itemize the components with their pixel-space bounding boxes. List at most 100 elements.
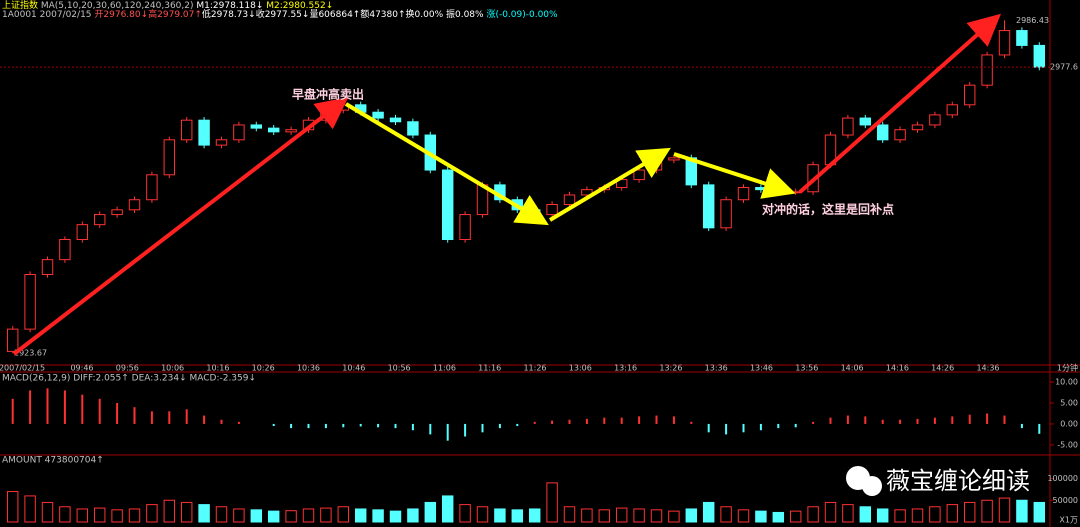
header-segment: 开2976.80↓: [92, 9, 149, 20]
volume-bar: [372, 509, 384, 523]
volume-bar: [59, 506, 71, 523]
candle-body: [267, 127, 280, 133]
candle-body: [946, 104, 959, 116]
x-tick-label: 10:06: [161, 364, 184, 373]
volume-bar: [615, 507, 628, 523]
header-segment: MA(5,10,20,30,60,120,240,360,2): [38, 1, 194, 11]
y-tick-label: 100000: [1047, 474, 1078, 483]
header-segment: 额47380↑: [360, 8, 405, 20]
period-label: 1分钟: [1057, 363, 1078, 373]
volume-bar: [807, 506, 819, 523]
x-tick-label: 13:26: [659, 364, 682, 373]
candle-body: [876, 124, 889, 141]
candle-body: [180, 119, 193, 141]
annotation: 早盘冲高卖出: [292, 87, 364, 102]
volume-bar: [720, 506, 732, 523]
volume-bar: [859, 506, 872, 523]
last-price-label: 2977.6: [1050, 63, 1078, 72]
volume-bar: [267, 510, 280, 523]
x-tick-label: 14:26: [931, 364, 954, 373]
low-label: 2923.67: [14, 349, 47, 358]
volume-bar: [128, 508, 141, 523]
x-tick-label: 10:56: [388, 364, 411, 373]
candle-body: [6, 328, 19, 352]
candle-body: [285, 129, 297, 133]
volume-bar: [528, 508, 541, 523]
volume-bar: [320, 507, 332, 523]
header-segment: 量606864↑: [309, 9, 360, 20]
x-tick-label: 10:26: [252, 364, 275, 373]
header-segment: M2:2980.552↓: [263, 1, 333, 11]
candle-body: [93, 214, 106, 226]
candle-body: [755, 187, 767, 191]
candle-body: [737, 187, 750, 201]
volume-bar: [772, 511, 785, 523]
candle-body: [1033, 44, 1046, 68]
header-line-2: 1A0001 2007/02/15 开2976.80↓高2979.07↑低297…: [2, 8, 558, 20]
header-line-1: 上证指数 MA(5,10,20,30,60,120,240,360,2) M1:…: [2, 0, 333, 11]
volume-bar: [633, 508, 645, 523]
volume-bar: [198, 504, 210, 523]
annotation: 对冲的话，这里是回补点: [762, 202, 894, 217]
volume-bar: [946, 504, 959, 523]
candle-body: [963, 84, 976, 106]
volume-bar: [163, 499, 176, 523]
x-tick-label: 09:46: [70, 364, 93, 373]
volume-bar: [6, 491, 19, 523]
header-segment: 涨(-0.09)-0.00%: [484, 9, 558, 20]
volume-bar: [41, 501, 54, 523]
candle-body: [563, 194, 576, 205]
y-tick-label: 5.00: [1060, 398, 1078, 407]
candle-body: [702, 184, 715, 229]
volume-bar: [963, 501, 976, 523]
volume-bar: [546, 482, 558, 523]
volume-bar: [911, 508, 924, 523]
header-segment: 换0.00%: [406, 8, 444, 20]
candle-body: [215, 139, 228, 146]
y-tick-label: 50000: [1053, 496, 1078, 505]
candle-body: [911, 124, 924, 131]
candle-body: [720, 199, 732, 229]
volume-bar: [598, 509, 611, 523]
unit-label: X1万: [1059, 516, 1078, 525]
header-segment: 收2977.55↓: [256, 8, 310, 20]
candle-body: [250, 124, 263, 129]
candle-body: [372, 111, 384, 119]
volume-bar: [111, 509, 123, 523]
candle-body: [929, 114, 941, 126]
volume-bar: [998, 497, 1011, 523]
candle-body: [407, 121, 419, 136]
y-tick-label: -5.00: [1057, 440, 1078, 449]
macd-title: MACD(26,12,9) DIFF:2.055↑ DEA:3.234↓ MAC…: [2, 374, 256, 384]
x-tick-label: 11:06: [433, 364, 456, 373]
volume-bar: [894, 509, 906, 523]
x-tick-label: 14:06: [841, 364, 864, 373]
candle-body: [546, 204, 558, 216]
x-tick-label: 13:16: [614, 364, 637, 373]
candle-body: [650, 159, 663, 171]
x-tick-label: 14:16: [886, 364, 909, 373]
volume-bar: [233, 508, 245, 523]
volume-bar: [668, 510, 680, 523]
volume-bar: [842, 504, 854, 523]
volume-bar: [581, 508, 593, 523]
candle-body: [894, 129, 906, 141]
volume-bar: [737, 509, 750, 523]
volume-bar: [876, 508, 889, 523]
x-tick-label: 13:06: [569, 364, 592, 373]
volume-bar: [250, 509, 263, 523]
volume-bar: [824, 501, 837, 523]
candle-body: [233, 124, 245, 141]
candle-body: [581, 189, 593, 196]
volume-bar: [302, 508, 315, 523]
volume-bar: [929, 506, 941, 523]
x-tick-label: 11:26: [523, 364, 546, 373]
volume-bar: [354, 508, 367, 523]
x-tick-label: 10:36: [297, 364, 320, 373]
volume-bar: [285, 510, 297, 523]
candle-body: [981, 54, 993, 86]
volume-bar: [146, 504, 158, 523]
header-segment: 1A0001 2007/02/15: [2, 10, 92, 20]
